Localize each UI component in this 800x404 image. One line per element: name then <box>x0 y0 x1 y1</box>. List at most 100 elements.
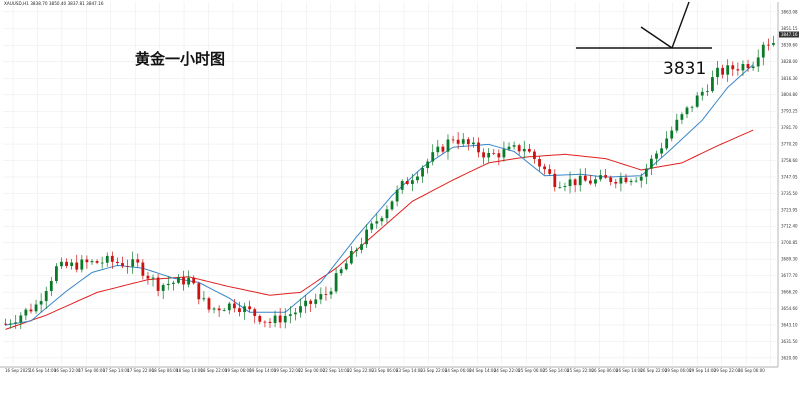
candle-body <box>253 309 257 316</box>
candle-body <box>248 306 252 310</box>
candle-body <box>324 294 328 295</box>
candle-body <box>395 189 399 202</box>
ma-slow-series <box>5 129 754 330</box>
time-tick-label: 22 Sep 06:00 <box>298 368 325 373</box>
candle-body <box>192 277 196 284</box>
price-tick-label: 3689.30 <box>781 257 798 262</box>
candle-body <box>690 106 694 108</box>
candle-body <box>85 259 89 263</box>
time-tick-label: 19 Sep 06:00 <box>225 368 252 373</box>
price-tick-label: 3839.60 <box>781 43 798 48</box>
candle-body <box>548 169 552 174</box>
time-tick-label: 18 Sep 06:00 <box>152 368 179 373</box>
axes <box>0 2 779 368</box>
candle-body <box>238 308 241 313</box>
candle-body <box>385 209 389 219</box>
time-tick-label: 24 Sep 14:00 <box>469 368 496 373</box>
candle-body <box>502 149 506 158</box>
candle-body <box>639 176 643 181</box>
price-tick-label: 3712.40 <box>781 224 798 229</box>
candle-body <box>507 146 511 150</box>
time-tick-label: 30 Sep 06:00 <box>738 368 765 373</box>
candle-body <box>217 308 221 311</box>
candle-body <box>700 91 704 96</box>
candle-body <box>34 304 38 312</box>
candle-body <box>446 139 450 152</box>
candle-body <box>492 152 496 154</box>
candle-body <box>243 306 246 313</box>
candle-body <box>533 151 536 160</box>
candle-body <box>49 280 53 292</box>
candle-body <box>487 152 491 158</box>
candle-body <box>110 255 114 262</box>
candle-body <box>568 179 572 187</box>
candle-body <box>421 168 424 177</box>
candle-body <box>222 310 226 312</box>
candle-body <box>227 303 231 311</box>
candle-body <box>573 179 577 186</box>
candle-body <box>60 261 63 267</box>
candle-body <box>456 139 460 144</box>
candle-body <box>207 298 211 310</box>
time-tick-label: 25 Sep 06:00 <box>518 368 545 373</box>
candle-body <box>54 266 58 281</box>
price-tick-label: 3643.10 <box>781 322 798 327</box>
candle-body <box>766 44 770 46</box>
candle-body <box>95 261 99 263</box>
time-tick-label: 29 Sep 14:00 <box>689 368 716 373</box>
candle-body <box>166 283 170 286</box>
candle-body <box>263 321 267 323</box>
candle-body <box>288 314 292 316</box>
time-tick-label: 22 Sep 22:00 <box>347 368 374 373</box>
candle-body <box>80 259 84 270</box>
candle-body <box>527 148 531 152</box>
time-tick-label: 29 Sep 06:00 <box>665 368 692 373</box>
candle-body <box>294 312 297 315</box>
candle-body <box>431 152 435 162</box>
candle-body <box>578 175 582 186</box>
candle-body <box>177 276 180 283</box>
candle-body <box>314 299 318 304</box>
candle-body <box>39 301 43 305</box>
candle-body <box>426 161 430 169</box>
candle-body <box>624 177 628 183</box>
candle-body <box>349 250 353 264</box>
candle-body <box>400 181 404 190</box>
grid <box>3 2 776 365</box>
candle-body <box>563 186 567 188</box>
candle-body <box>736 69 740 71</box>
price-tick-label: 3747.05 <box>781 174 798 179</box>
candle-body <box>731 65 735 70</box>
candle-body <box>599 175 602 180</box>
candle-body <box>380 218 384 222</box>
candle-body <box>268 321 272 323</box>
time-tick-label: 25 Sep 22:00 <box>567 368 594 373</box>
candle-body <box>65 261 68 266</box>
candle-body <box>441 146 445 152</box>
candle-body <box>497 153 501 158</box>
candle-body <box>695 95 699 107</box>
candle-body <box>614 181 618 184</box>
candle-body <box>461 139 465 144</box>
candle-body <box>278 315 282 323</box>
price-tick-label: 3804.80 <box>781 92 798 97</box>
candle-body <box>660 148 663 154</box>
candle-body <box>121 263 124 267</box>
time-tick-label: 18 Sep 14:00 <box>176 368 203 373</box>
candle-body <box>171 282 175 284</box>
ma-fast-series <box>5 64 754 326</box>
candle-body <box>594 179 597 184</box>
candle-body <box>517 145 521 152</box>
candle-body <box>100 262 104 264</box>
candle-body <box>619 177 623 184</box>
candle-body <box>721 67 725 75</box>
candle-body <box>29 309 33 312</box>
candle-body <box>472 142 475 145</box>
candle-body <box>588 180 592 184</box>
price-tick-label: 3863.08 <box>781 9 798 14</box>
candle-body <box>410 180 414 184</box>
candle-body <box>726 65 730 75</box>
price-tick-label: 3816.30 <box>781 76 798 81</box>
candle-body <box>212 308 216 310</box>
